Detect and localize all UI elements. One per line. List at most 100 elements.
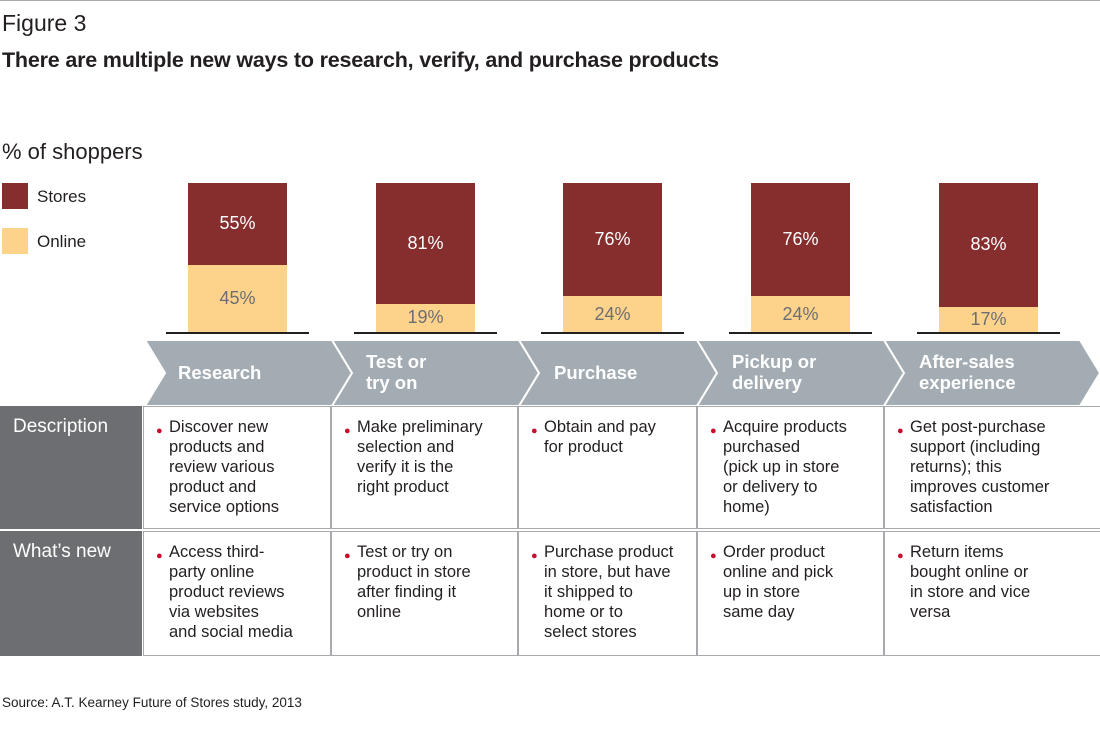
cell-text-line: returns); this (910, 458, 1002, 476)
figure-label: Figure 3 (2, 10, 87, 36)
data-label-online-1: 19% (407, 307, 444, 328)
table-cell-description-2: ● Obtain and pay for product (518, 406, 697, 529)
stage-label-line: delivery (732, 372, 802, 393)
cell-text-line: right product (357, 478, 449, 496)
bar-online-0: 45% (188, 264, 287, 332)
cell-text-line: bought online or (910, 563, 1029, 581)
table-cell-whats-new-2: ● Purchase product in store, but have it sh… (518, 531, 697, 656)
stage-label-line: experience (919, 372, 1016, 393)
cell-text-line: support (including (910, 438, 1041, 456)
bar-stores-0: 55% (188, 183, 287, 265)
table-cell-description-4: ● Get post-purchase support (including retu… (884, 406, 1100, 529)
table-cell-whats-new-0: ● Access third-party online product review… (143, 531, 331, 656)
table-cell-description-1: ● Make preliminary selection and verify it … (331, 406, 518, 529)
bar-baseline-2 (541, 332, 684, 334)
bar-baseline-1 (354, 332, 497, 334)
row-header-whats-new: What’s new (0, 531, 142, 656)
data-label-stores-0: 55% (219, 213, 256, 234)
stage-chevron-4 (882, 340, 1100, 406)
bullet-icon: ● (897, 425, 904, 437)
data-label-online-0: 45% (219, 287, 256, 308)
data-label-online-3: 24% (782, 303, 819, 324)
cell-text-line: Return items (910, 543, 1004, 561)
bullet-icon: ● (710, 550, 717, 562)
legend-swatch-stores (2, 183, 28, 209)
bar-stores-2: 76% (563, 183, 662, 297)
bullet-icon: ● (710, 425, 717, 437)
cell-text-line: improves customer (910, 478, 1050, 496)
top-rule (0, 0, 1100, 1)
stage-label-line: Research (178, 362, 262, 383)
bar-stores-3: 76% (751, 183, 850, 297)
cell-text-line: and social media (169, 623, 293, 641)
cell-text-line: select stores (544, 623, 637, 641)
row-header-description: Description (0, 406, 142, 529)
unit-label: % of shoppers (2, 139, 143, 164)
data-label-stores-4: 83% (970, 234, 1007, 255)
bullet-icon: ● (531, 425, 538, 437)
table-cell-description-3: ● Acquire products purchased (pick up in st… (697, 406, 884, 529)
stage-chevron-0 (143, 340, 354, 406)
cell-text-line: party online (169, 563, 255, 581)
cell-text-line: Discover new (169, 418, 269, 436)
stage-label-line: try on (366, 372, 418, 393)
cell-text-line: after finding it (357, 583, 457, 601)
cell-text-line: Get post-purchase (910, 418, 1046, 436)
data-label-stores-1: 81% (407, 232, 444, 253)
cell-text-line: Obtain and pay (544, 418, 656, 436)
cell-text-line: Order product (723, 543, 825, 561)
bullet-icon: ● (344, 550, 351, 562)
stage-chevron-3 (695, 340, 906, 406)
stage-label-4: After-sales experience (919, 351, 1016, 393)
stage-chevrons (143, 340, 1100, 406)
cell-text-line: product and (169, 478, 257, 496)
bar-baseline-3 (729, 332, 872, 334)
source-note: Source: A.T. Kearney Future of Stores st… (2, 695, 302, 710)
cell-text-line: products and (169, 438, 265, 456)
stage-label-1: Test or try on (366, 351, 426, 393)
legend-swatch-online (2, 228, 28, 254)
cell-text-line: verify it is the (357, 458, 454, 476)
bullet-icon: ● (156, 550, 163, 562)
stage-label-line: Test or (366, 351, 427, 372)
cell-text-line: Access third- (169, 543, 265, 561)
cell-text-line: Test or try on (357, 543, 453, 561)
table-cell-whats-new-4: ● Return items bought online or in store an… (884, 531, 1100, 656)
cell-text-line: selection and (357, 438, 455, 456)
table-cell-whats-new-1: ● Test or try on product in store after fin… (331, 531, 518, 656)
cell-text-line: satisfaction (910, 498, 993, 516)
stage-label-line: Pickup or (732, 351, 817, 372)
bullet-icon: ● (344, 425, 351, 437)
data-label-stores-3: 76% (782, 229, 819, 250)
bullet-icon: ● (156, 425, 163, 437)
cell-text-line: it shipped to (544, 583, 633, 601)
cell-text-line: up in store (723, 583, 801, 601)
stage-chevron-1 (330, 340, 541, 406)
cell-text-line: home or to (544, 603, 623, 621)
bullet-icon: ● (897, 550, 904, 562)
cell-text-line: home) (723, 498, 770, 516)
cell-text-line: for product (544, 438, 623, 456)
cell-text-line: online and pick (723, 563, 834, 581)
bullet-icon: ● (531, 550, 538, 562)
cell-text-line: versa (910, 603, 951, 621)
stage-chevron-2 (517, 340, 719, 406)
cell-text-line: via websites (169, 603, 259, 621)
cell-text-line: product in store (357, 563, 471, 581)
bar-online-2: 24% (563, 296, 662, 332)
cell-text-line: online (357, 603, 402, 621)
cell-text-line: or delivery to (723, 478, 818, 496)
bar-baseline-4 (917, 332, 1060, 334)
stage-label-0: Research (178, 362, 261, 383)
cell-text-line: service options (169, 498, 280, 516)
bar-baseline-0 (166, 332, 309, 334)
legend-label-stores: Stores (37, 187, 87, 206)
stage-label-2: Purchase (554, 362, 637, 383)
table-cell-description-0: ● Discover new products and review various p… (143, 406, 331, 529)
bar-stores-1: 81% (376, 183, 475, 304)
cell-text-line: product reviews (169, 583, 285, 601)
bar-online-3: 24% (751, 296, 850, 332)
bar-stores-4: 83% (939, 183, 1038, 307)
cell-text-line: review various (169, 458, 275, 476)
bar-online-1: 19% (376, 303, 475, 332)
